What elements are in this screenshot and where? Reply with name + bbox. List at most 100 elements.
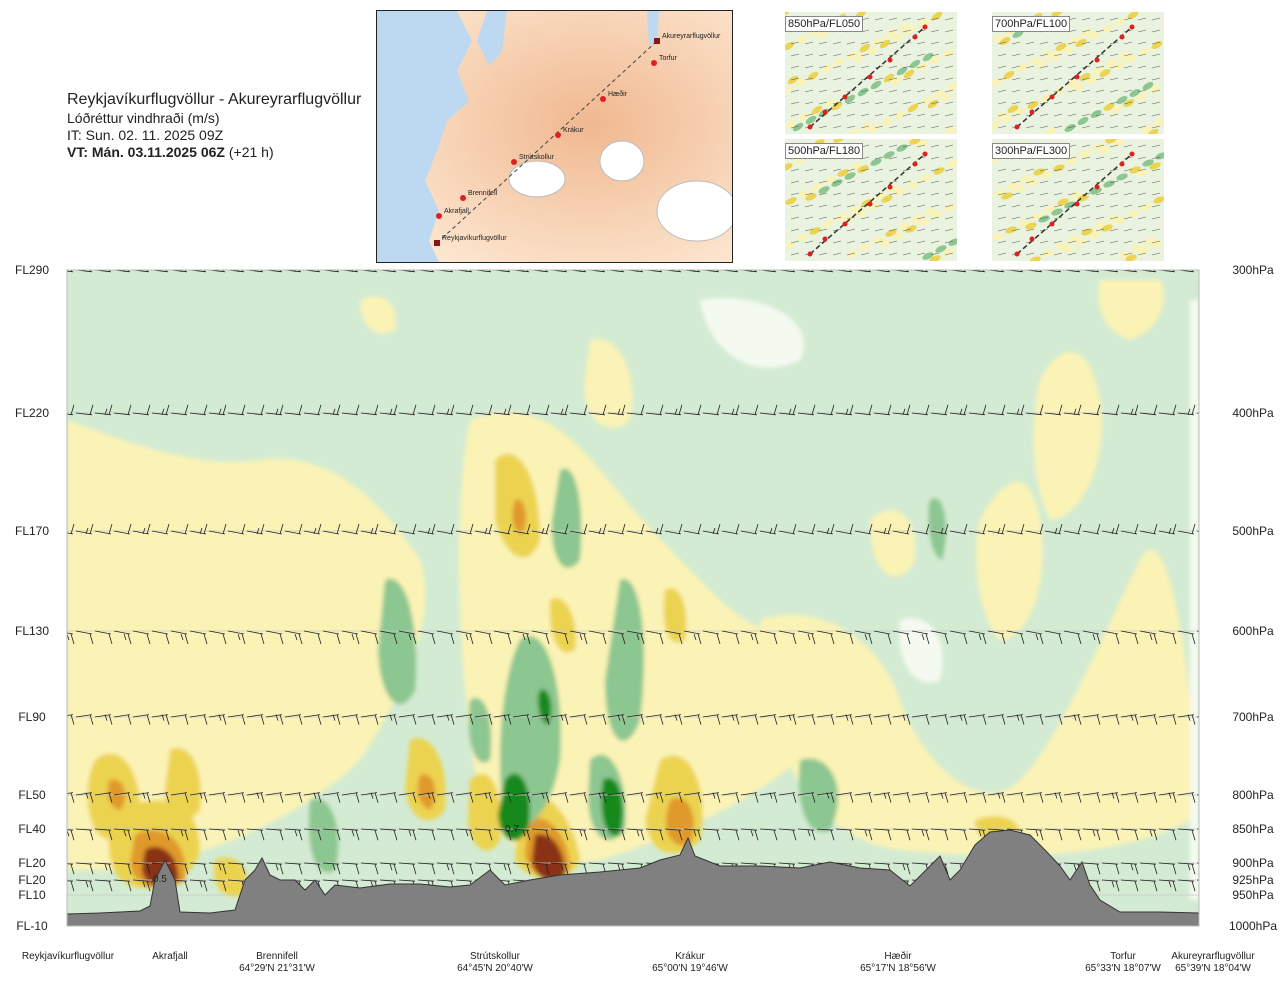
wind-barb	[1044, 523, 1063, 535]
inset-barb	[804, 101, 814, 105]
inset-barb	[1053, 65, 1063, 69]
inset-field	[870, 158, 882, 166]
velocity-contour	[214, 857, 248, 897]
wind-barb	[379, 792, 398, 803]
wind-barb	[284, 828, 303, 841]
inset-barb	[944, 204, 954, 208]
inset-barb	[818, 180, 828, 184]
inset-barb	[997, 41, 1007, 45]
inset-field	[918, 218, 930, 226]
wind-barb	[968, 792, 987, 803]
inset-barb	[1011, 41, 1021, 45]
inset-field	[1101, 224, 1113, 232]
inset-barb	[1025, 252, 1035, 256]
inset-barb	[1081, 204, 1091, 208]
inset-barb	[888, 168, 898, 172]
wind-barb	[664, 828, 683, 841]
inset-barb	[1095, 156, 1105, 160]
inset-barb	[902, 216, 912, 220]
inset-field	[920, 96, 932, 106]
wind-barb	[284, 404, 303, 416]
wind-barb	[113, 862, 132, 875]
inset-field	[1090, 110, 1102, 118]
flight-level-label: FL-10	[16, 919, 48, 933]
wind-barb	[550, 404, 569, 416]
wind-barb	[1101, 404, 1120, 416]
wind-barb	[1177, 828, 1196, 841]
inset-barb	[846, 101, 856, 105]
wind-barb	[569, 792, 588, 803]
inset-barb	[790, 204, 800, 208]
inset-station	[1049, 221, 1055, 227]
station-name: Akureyrarflugvöllur	[1171, 951, 1255, 962]
inset-barb	[874, 180, 884, 184]
inset-field	[833, 139, 845, 143]
inset-barb	[1039, 125, 1049, 129]
inset-barb	[1123, 89, 1133, 93]
inset-barb	[804, 77, 814, 81]
wind-barb	[75, 630, 94, 645]
wind-barb	[607, 404, 626, 416]
inset-barb	[1123, 41, 1133, 45]
inset-barb	[1081, 252, 1091, 256]
wind-barb	[94, 828, 113, 841]
inset-barb	[874, 77, 884, 81]
inset-barb	[1095, 216, 1105, 220]
wind-barb	[360, 792, 379, 803]
wind-barb	[132, 792, 151, 803]
inset-barb	[818, 192, 828, 196]
velocity-contour	[663, 588, 687, 643]
wind-barb	[436, 630, 455, 645]
inset-barb	[916, 89, 926, 93]
wind-barb	[303, 630, 322, 645]
wind-barb	[113, 404, 132, 416]
inset-barb	[1123, 228, 1133, 232]
wind-barb	[132, 523, 151, 535]
inset-field	[1007, 182, 1019, 190]
inset-barb	[1025, 168, 1035, 172]
wind-barb	[1025, 792, 1044, 803]
wind-barb	[512, 828, 531, 841]
wind-barb	[588, 523, 607, 535]
station-name: Brennifell	[256, 951, 298, 962]
flight-level-label: FL10	[18, 888, 46, 902]
inset-barb	[1095, 125, 1105, 129]
wind-barb	[474, 523, 493, 535]
wind-barb	[873, 630, 892, 645]
wind-barb	[75, 404, 94, 416]
inset-station	[867, 201, 873, 207]
wind-barb	[1120, 879, 1139, 892]
inset-barb	[997, 192, 1007, 196]
wind-barb	[968, 630, 987, 645]
wind-barb	[189, 630, 208, 645]
wind-barb	[474, 714, 493, 725]
inset-barb	[1081, 41, 1091, 45]
wind-barb	[1196, 828, 1199, 830]
inset-barb	[1123, 113, 1133, 117]
inset-barb	[1137, 101, 1147, 105]
inset-barb	[860, 216, 870, 220]
wind-barb	[227, 523, 246, 535]
inset-barb	[1151, 41, 1161, 45]
inset-barb	[1081, 77, 1091, 81]
flight-level-label: FL90	[18, 710, 46, 724]
inset-barb	[888, 216, 898, 220]
wind-barb	[322, 862, 341, 875]
inset-barb	[874, 204, 884, 208]
inset-barb	[944, 113, 954, 117]
inset-barb	[902, 29, 912, 33]
inset-barb	[930, 240, 940, 244]
wind-barb	[702, 792, 721, 803]
wind-barb	[1082, 828, 1101, 841]
inset-field	[898, 222, 910, 230]
wind-barb	[702, 523, 721, 535]
wind-barb	[949, 792, 968, 803]
inset-barb	[1053, 113, 1063, 117]
wind-barb	[246, 828, 265, 841]
inset-barb	[916, 240, 926, 244]
valid-time: VT: Mán. 03.11.2025 06Z (+21 h)	[67, 144, 377, 161]
wind-barb	[208, 828, 227, 841]
inset-barb	[874, 89, 884, 93]
inset-field	[796, 34, 808, 44]
inset-field	[870, 80, 882, 90]
